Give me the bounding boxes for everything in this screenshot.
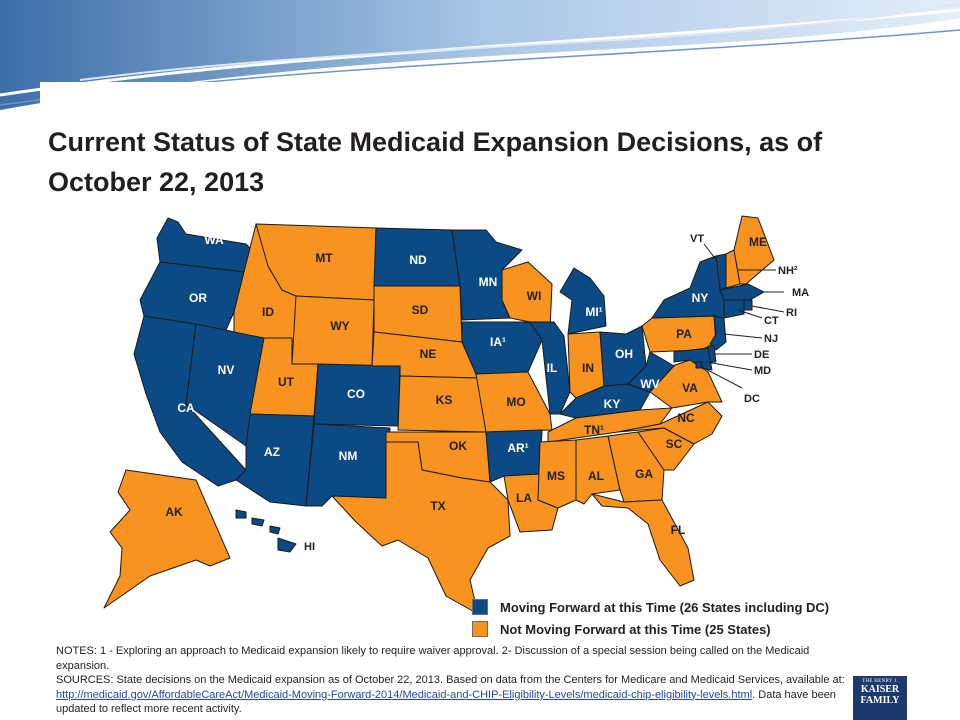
label-DC: DC xyxy=(744,393,760,405)
label-FL: FL xyxy=(671,523,686,537)
state-WV xyxy=(627,351,675,393)
label-HI: HI xyxy=(304,541,315,553)
label-RI: RI xyxy=(786,307,797,319)
state-HI-3 xyxy=(269,525,281,535)
label-ND: ND xyxy=(409,253,427,267)
sources-link[interactable]: http://medicaid.gov/AffordableCareAct/Me… xyxy=(56,688,753,701)
state-TN xyxy=(547,407,673,443)
state-MI xyxy=(559,267,607,335)
footnotes: NOTES: 1 - Exploring an approach to Medi… xyxy=(56,644,856,717)
label-ID: ID xyxy=(262,305,274,319)
label-MO: MO xyxy=(506,395,525,409)
label-IA: IA¹ xyxy=(490,335,506,349)
logo-line2: KAISER xyxy=(860,684,900,695)
label-WV: WV xyxy=(640,377,659,391)
label-SD: SD xyxy=(412,303,429,317)
legend-item-not-moving: Not Moving Forward at this Time (25 Stat… xyxy=(472,618,829,640)
state-TX xyxy=(331,441,511,615)
legend-label-not-moving: Not Moving Forward at this Time (25 Stat… xyxy=(500,621,771,637)
label-CT: CT xyxy=(764,315,779,327)
label-MD: MD xyxy=(754,365,771,377)
label-VT: VT xyxy=(690,233,704,245)
state-MO xyxy=(475,371,553,433)
label-TN: TN¹ xyxy=(584,423,604,437)
legend-swatch-moving xyxy=(472,599,488,615)
label-MN: MN xyxy=(479,275,498,289)
state-NM xyxy=(305,423,391,507)
legend-item-moving: Moving Forward at this Time (26 States i… xyxy=(472,596,829,618)
label-WA: WA xyxy=(204,233,224,247)
label-AL: AL xyxy=(588,469,604,483)
state-CT xyxy=(723,299,745,319)
logo-line3: FAMILY xyxy=(860,695,900,706)
legend-label-moving: Moving Forward at this Time (26 States i… xyxy=(500,599,830,615)
label-KY: KY xyxy=(604,397,621,411)
label-MT: MT xyxy=(315,251,333,265)
label-CA: CA xyxy=(177,401,195,415)
label-WI: WI xyxy=(527,289,542,303)
state-MA xyxy=(719,283,765,301)
label-MI: MI¹ xyxy=(585,305,602,319)
label-NY: NY xyxy=(692,291,709,305)
label-SC: SC xyxy=(666,437,683,451)
label-AR: AR¹ xyxy=(507,441,528,455)
label-OH: OH xyxy=(615,347,633,361)
legend-swatch-not-moving xyxy=(472,621,488,637)
map-title: Current Status of State Medicaid Expansi… xyxy=(48,127,823,197)
label-DE: DE xyxy=(754,349,769,361)
label-OR: OR xyxy=(189,291,207,305)
label-NJ: NJ xyxy=(764,333,778,345)
label-MS: MS xyxy=(547,469,565,483)
state-ME xyxy=(733,215,775,285)
map-legend: Moving Forward at this Time (26 States i… xyxy=(472,596,829,640)
label-VA: VA xyxy=(682,381,698,395)
sources-suffix: . Data have been updated to reflect more… xyxy=(56,688,836,716)
state-MS xyxy=(537,439,577,509)
label-WY: WY xyxy=(330,319,349,333)
label-UT: UT xyxy=(278,375,295,389)
label-GA: GA xyxy=(635,467,653,481)
sources-prefix: SOURCES: State decisions on the Medicaid… xyxy=(56,674,845,687)
label-TX: TX xyxy=(430,499,445,513)
state-AZ xyxy=(235,413,315,507)
state-HI-4 xyxy=(277,537,297,553)
label-KS: KS xyxy=(436,393,453,407)
state-IL xyxy=(529,321,571,415)
label-CO: CO xyxy=(347,387,365,401)
label-PA: PA xyxy=(676,327,692,341)
label-IN: IN xyxy=(582,361,594,375)
state-NJ xyxy=(709,315,727,351)
state-HI-1 xyxy=(235,509,247,519)
label-LA: LA xyxy=(516,491,532,505)
label-MA: MA xyxy=(792,287,809,299)
kaiser-family-logo: THE HENRY J. KAISER FAMILY xyxy=(853,676,907,720)
label-OK: OK xyxy=(449,439,467,453)
label-NC: NC xyxy=(677,411,695,425)
sources-text: SOURCES: State decisions on the Medicaid… xyxy=(56,673,856,717)
state-AK xyxy=(103,469,231,609)
label-ME: ME xyxy=(749,235,767,249)
state-FL xyxy=(591,493,695,587)
label-AZ: AZ xyxy=(264,445,280,459)
label-NE: NE xyxy=(420,347,437,361)
state-NY xyxy=(651,255,725,319)
label-NM: NM xyxy=(339,449,358,463)
label-NV: NV xyxy=(218,363,235,377)
logo-line1: THE HENRY J. xyxy=(862,679,898,684)
leader-lines xyxy=(699,243,785,389)
state-NC xyxy=(617,401,723,445)
label-AK: AK xyxy=(165,505,183,519)
notes-text: NOTES: 1 - Exploring an approach to Medi… xyxy=(56,645,810,672)
label-IL: IL xyxy=(547,361,558,375)
state-HI-2 xyxy=(251,517,265,527)
label-NH: NH² xyxy=(778,265,798,277)
state-RI xyxy=(743,299,753,311)
